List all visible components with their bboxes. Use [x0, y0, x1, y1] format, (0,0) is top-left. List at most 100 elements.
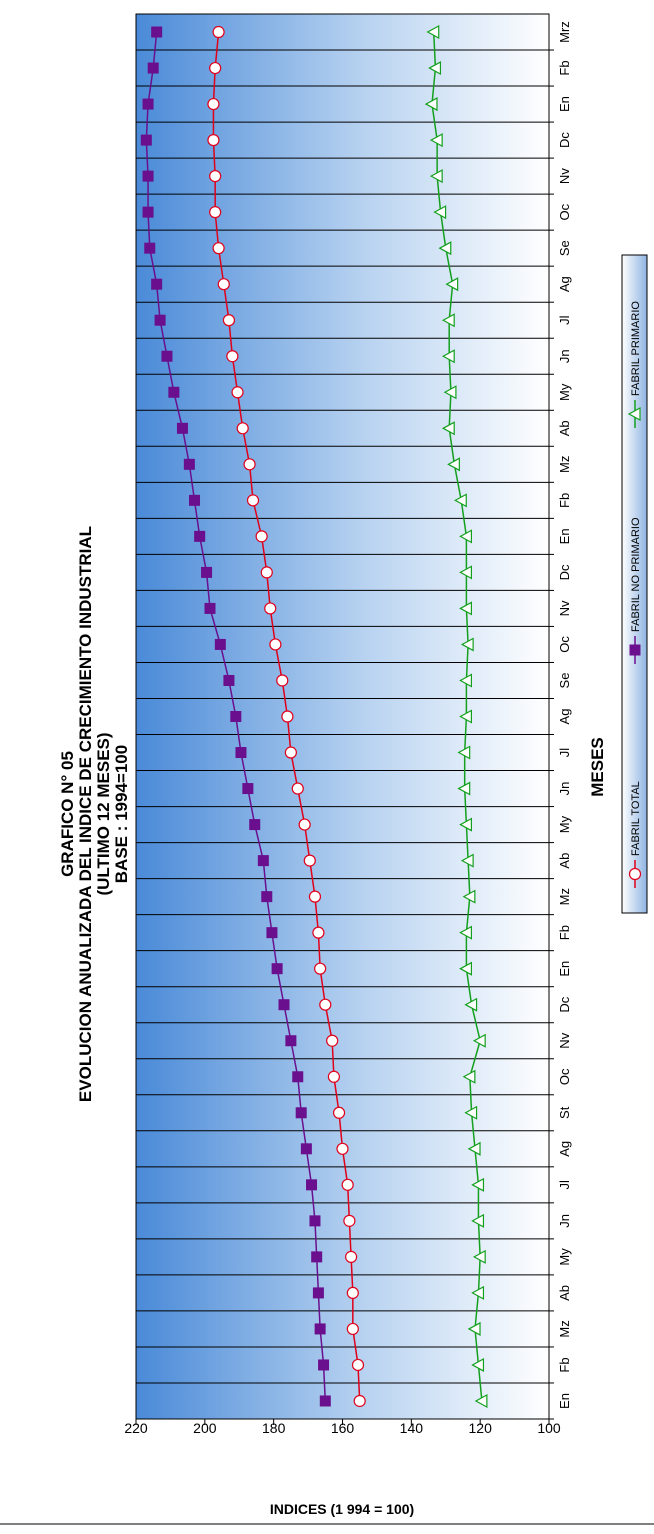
data-point-fabril-primario: [457, 781, 471, 796]
data-point-fabril-total: [284, 746, 297, 759]
data-point-fabril-total: [326, 1034, 339, 1047]
data-point-fabril-primario: [459, 565, 472, 580]
data-point-fabril-total: [226, 350, 239, 363]
x-tick-label: Ab: [557, 420, 572, 436]
data-point-fabril-total: [291, 782, 304, 795]
data-point-fabril-primario: [443, 385, 457, 400]
data-point-fabril-total: [353, 1394, 366, 1408]
x-tick-label: Mz: [557, 1320, 572, 1337]
chart-subtitle-2: (ULTIMO 12 MESES): [94, 732, 113, 895]
data-point-fabril-no-primario: [278, 999, 290, 1011]
legend: FABRIL TOTAL FABRIL NO PRIMARIO FABRIL PRI…: [627, 301, 642, 888]
data-point-fabril-total: [260, 566, 273, 579]
data-point-fabril-primario: [428, 61, 442, 76]
data-point-fabril-primario: [464, 1105, 478, 1120]
data-point-fabril-total: [255, 530, 268, 543]
data-point-fabril-primario: [441, 349, 455, 364]
x-tick-label: Mrz: [557, 21, 572, 43]
legend-item-fabril-total: FABRIL TOTAL: [628, 781, 642, 888]
data-point-fabril-no-primario: [223, 674, 235, 686]
data-point-fabril-primario: [429, 169, 443, 184]
legend-label: FABRIL TOTAL: [630, 781, 642, 856]
plot-area: [135, 13, 550, 1420]
y-tick-label: 220: [124, 1420, 148, 1436]
data-point-fabril-total: [341, 1178, 354, 1191]
data-point-fabril-primario: [460, 637, 474, 652]
x-tick-label: Mz: [557, 888, 572, 905]
x-tick-label: Ab: [557, 1285, 572, 1301]
data-point-fabril-primario: [429, 133, 443, 148]
x-tick-label: Nv: [557, 168, 572, 184]
x-tick-label: Mz: [557, 456, 572, 473]
x-tick-label: Ag: [557, 709, 572, 725]
data-point-fabril-primario: [441, 313, 455, 328]
data-point-fabril-primario: [459, 925, 472, 940]
data-point-fabril-primario: [472, 1033, 486, 1048]
data-point-fabril-no-primario: [295, 1107, 307, 1119]
data-point-fabril-total: [209, 61, 222, 75]
data-point-fabril-primario: [426, 25, 440, 40]
x-tick-label: Dc: [557, 996, 572, 1012]
series-fabril-total: [207, 25, 366, 1408]
x-axis-title: MESES: [588, 737, 607, 797]
data-point-fabril-no-primario: [204, 602, 216, 614]
x-tick-label: Dc: [557, 564, 572, 580]
y-tick-label: 100: [537, 1420, 561, 1436]
y-tick-label: 160: [331, 1420, 355, 1436]
data-point-fabril-total: [276, 674, 289, 687]
data-point-fabril-no-primario: [144, 242, 156, 254]
legend-swatch-marker: [627, 406, 641, 422]
data-point-fabril-no-primario: [300, 1143, 312, 1155]
data-point-fabril-primario: [459, 961, 472, 976]
data-point-fabril-no-primario: [142, 98, 154, 110]
data-point-fabril-no-primario: [151, 278, 163, 290]
x-tick-label: Jn: [557, 349, 572, 363]
data-point-fabril-total: [336, 1142, 349, 1155]
x-tick-label: Fb: [557, 493, 572, 508]
data-point-fabril-total: [246, 494, 260, 507]
series-fabril-primario: [424, 25, 488, 1408]
legend-item-fabril-no-primario: FABRIL NO PRIMARIO: [629, 517, 642, 664]
x-tick-label: Ab: [557, 853, 572, 869]
data-point-fabril-total: [308, 890, 322, 903]
data-point-fabril-total: [212, 242, 225, 255]
data-point-fabril-total: [217, 278, 230, 291]
chart-subtitle: EVOLUCION ANUALIZADA DEL INDICE DE CRECI…: [76, 526, 95, 1102]
legend-item-fabril-primario: FABRIL PRIMARIO: [627, 301, 642, 428]
data-point-fabril-no-primario: [311, 1251, 323, 1263]
data-point-fabril-primario: [471, 1285, 485, 1300]
data-point-fabril-no-primario: [183, 458, 195, 470]
x-tick-label: My: [557, 815, 572, 833]
data-point-fabril-primario: [453, 493, 467, 508]
data-point-fabril-total: [212, 25, 225, 39]
x-tick-label: Jl: [557, 1180, 572, 1190]
data-point-fabril-primario: [474, 1393, 488, 1408]
y-axis: 100 120 140 160 180 200 220: [124, 1419, 561, 1436]
x-tick-label: Fb: [557, 925, 572, 940]
data-point-fabril-total: [209, 170, 222, 183]
x-axis: En Fb Mz Ab My Jn Jl Ag St Oc Nv Dc En Fb Mz Ab My Jn Jl Ag…: [549, 21, 572, 1420]
data-point-fabril-total: [236, 422, 249, 435]
data-point-fabril-no-primario: [312, 1287, 324, 1299]
y-axis-title: INDICES (1 994 = 100): [270, 1501, 414, 1517]
data-point-fabril-total: [222, 314, 236, 327]
x-tick-label: Ag: [557, 276, 572, 292]
data-point-fabril-total: [346, 1286, 359, 1300]
series-layer: [140, 25, 488, 1408]
data-point-fabril-no-primario: [292, 1071, 304, 1083]
data-point-fabril-total: [332, 1106, 346, 1119]
data-point-fabril-no-primario: [318, 1359, 330, 1371]
data-point-fabril-total: [298, 818, 311, 831]
x-tick-label: Oc: [557, 1068, 572, 1085]
data-point-fabril-total: [312, 926, 325, 939]
data-point-fabril-primario: [471, 1177, 485, 1192]
x-tick-label: Oc: [557, 636, 572, 653]
data-point-fabril-total: [319, 998, 332, 1011]
data-point-fabril-primario: [460, 853, 474, 868]
data-point-fabril-no-primario: [140, 134, 152, 146]
data-point-fabril-total: [314, 962, 327, 975]
x-tick-label: En: [557, 1393, 572, 1409]
x-tick-label: My: [557, 383, 572, 401]
